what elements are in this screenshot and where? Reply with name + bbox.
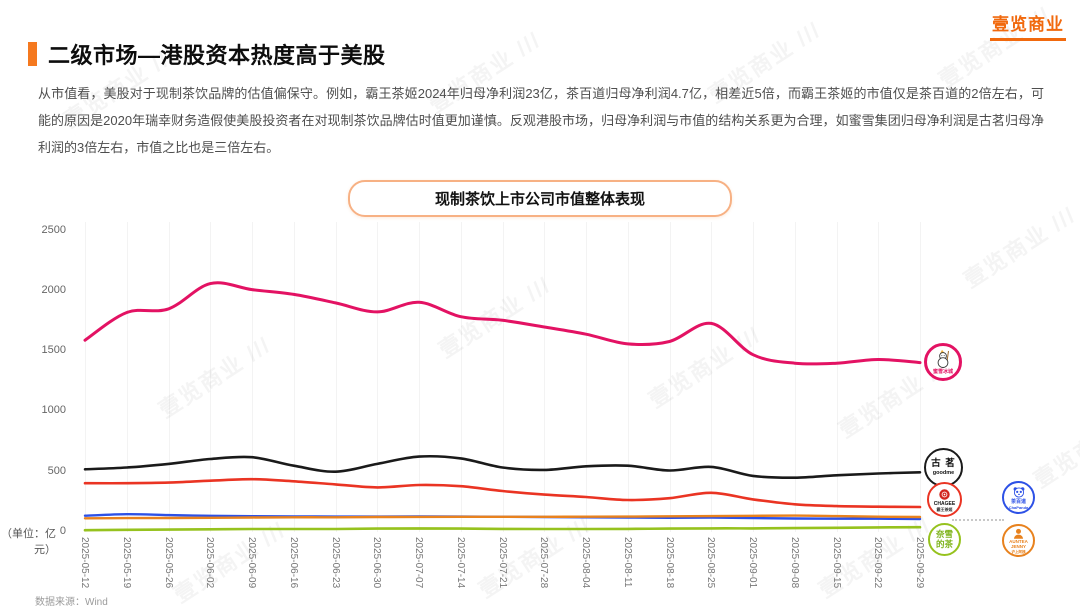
x-tick-label: 2025-09-01 (747, 537, 758, 589)
gridline (544, 222, 546, 532)
y-tick-label: 0 (59, 525, 66, 537)
x-tick-label: 2025-09-15 (830, 537, 842, 589)
person-icon (1013, 528, 1024, 539)
gridline (126, 222, 128, 532)
watermark-text: 壹览商业 /// (474, 511, 596, 603)
x-tick-label: 2025-07-21 (496, 537, 508, 589)
gridline (168, 222, 170, 532)
legend-chapanda-icon: 茶百道 ChaPanda (1002, 481, 1035, 514)
watermark-text: 壹览商业 /// (644, 321, 766, 413)
gridline (878, 222, 880, 532)
data-source-note: 数据来源：Wind (35, 597, 108, 608)
gridline (836, 222, 838, 532)
axis-unit-label: （单位：亿元） (1, 528, 56, 556)
legend-nayuki-icon: 奈雪 的茶 (928, 523, 961, 556)
gridline (293, 222, 295, 532)
panda-icon (1013, 486, 1024, 498)
gridline (586, 222, 587, 532)
gridline (794, 222, 796, 532)
y-tick-label: 2500 (41, 223, 66, 236)
watermark-text: 壹览商业 /// (154, 331, 276, 423)
y-tick-label: 500 (47, 464, 66, 477)
x-tick-label: 2025-08-25 (705, 537, 717, 589)
gridline (252, 222, 253, 532)
x-tick-label: 2025-09-22 (872, 537, 884, 589)
x-tick-label: 2025-06-02 (204, 537, 216, 589)
title-accent-bar (28, 42, 37, 66)
x-tick-label: 2025-06-16 (287, 537, 299, 589)
x-tick-label: 2025-05-26 (162, 537, 174, 589)
watermark-text: 壹览商业 /// (1029, 402, 1080, 493)
gridline (753, 222, 754, 532)
legend-chagee-icon: CHAGEE 霸王茶姬 (927, 482, 962, 517)
y-tick-label: 1500 (41, 344, 66, 357)
watermark-text: 壹览商业 /// (434, 271, 556, 363)
gridline (711, 222, 713, 532)
gridline (502, 222, 504, 532)
x-tick-label: 2025-07-14 (454, 537, 466, 589)
x-tick-label: 2025-07-07 (413, 537, 424, 589)
y-tick-label: 2000 (41, 283, 66, 296)
x-tick-label: 2025-06-09 (246, 537, 257, 589)
x-tick-label: 2025-05-19 (120, 537, 132, 589)
gridline (210, 222, 212, 532)
gridline (920, 222, 921, 532)
y-tick-label: 1000 (41, 404, 66, 417)
gridline (627, 222, 629, 532)
legend-mixue-icon: 蜜雪冰城 (924, 343, 962, 381)
chart-title-badge: 现制茶饮上市公司市值整体表现 (347, 180, 733, 217)
legend-auntea-icon: AUNTEA JENNY 沪上阿姨 (1002, 524, 1035, 557)
x-tick-label: 2025-06-23 (329, 537, 341, 589)
x-tick-label: 2025-07-28 (538, 537, 550, 589)
x-tick-label: 2025-08-18 (663, 537, 675, 589)
chart-title-text: 现制茶饮上市公司市值整体表现 (434, 191, 646, 208)
gridline (460, 222, 462, 532)
snowman-icon (937, 349, 949, 368)
x-tick-label: 2025-08-11 (621, 537, 633, 588)
gridline (335, 222, 337, 532)
brand-logo: 壹览商业 (990, 10, 1066, 41)
x-tick-label: 2025-06-30 (371, 537, 383, 589)
x-tick-label: 2025-09-29 (914, 537, 925, 589)
page-title: 二级市场—港股资本热度高于美股 (48, 43, 386, 68)
body-paragraph: 从市值看，美股对于现制茶饮品牌的估值偏保守。例如，霸王茶姬2024年归母净利润2… (38, 86, 1044, 155)
chagee-emblem-icon (939, 488, 950, 500)
gridline (419, 222, 420, 532)
x-tick-label: 2025-08-04 (580, 537, 591, 589)
watermark-text: 壹览商业 /// (169, 516, 291, 608)
gridline (669, 222, 671, 532)
watermark-text: 壹览商业 /// (959, 201, 1080, 293)
gridline (377, 222, 379, 532)
title-row: 二级市场—港股资本热度高于美股 (28, 38, 386, 70)
leader-dotted-line (952, 519, 1004, 521)
gridline (85, 222, 86, 532)
x-tick-label: 2025-09-08 (788, 537, 800, 589)
x-tick-label: 2025-05-12 (79, 537, 90, 589)
